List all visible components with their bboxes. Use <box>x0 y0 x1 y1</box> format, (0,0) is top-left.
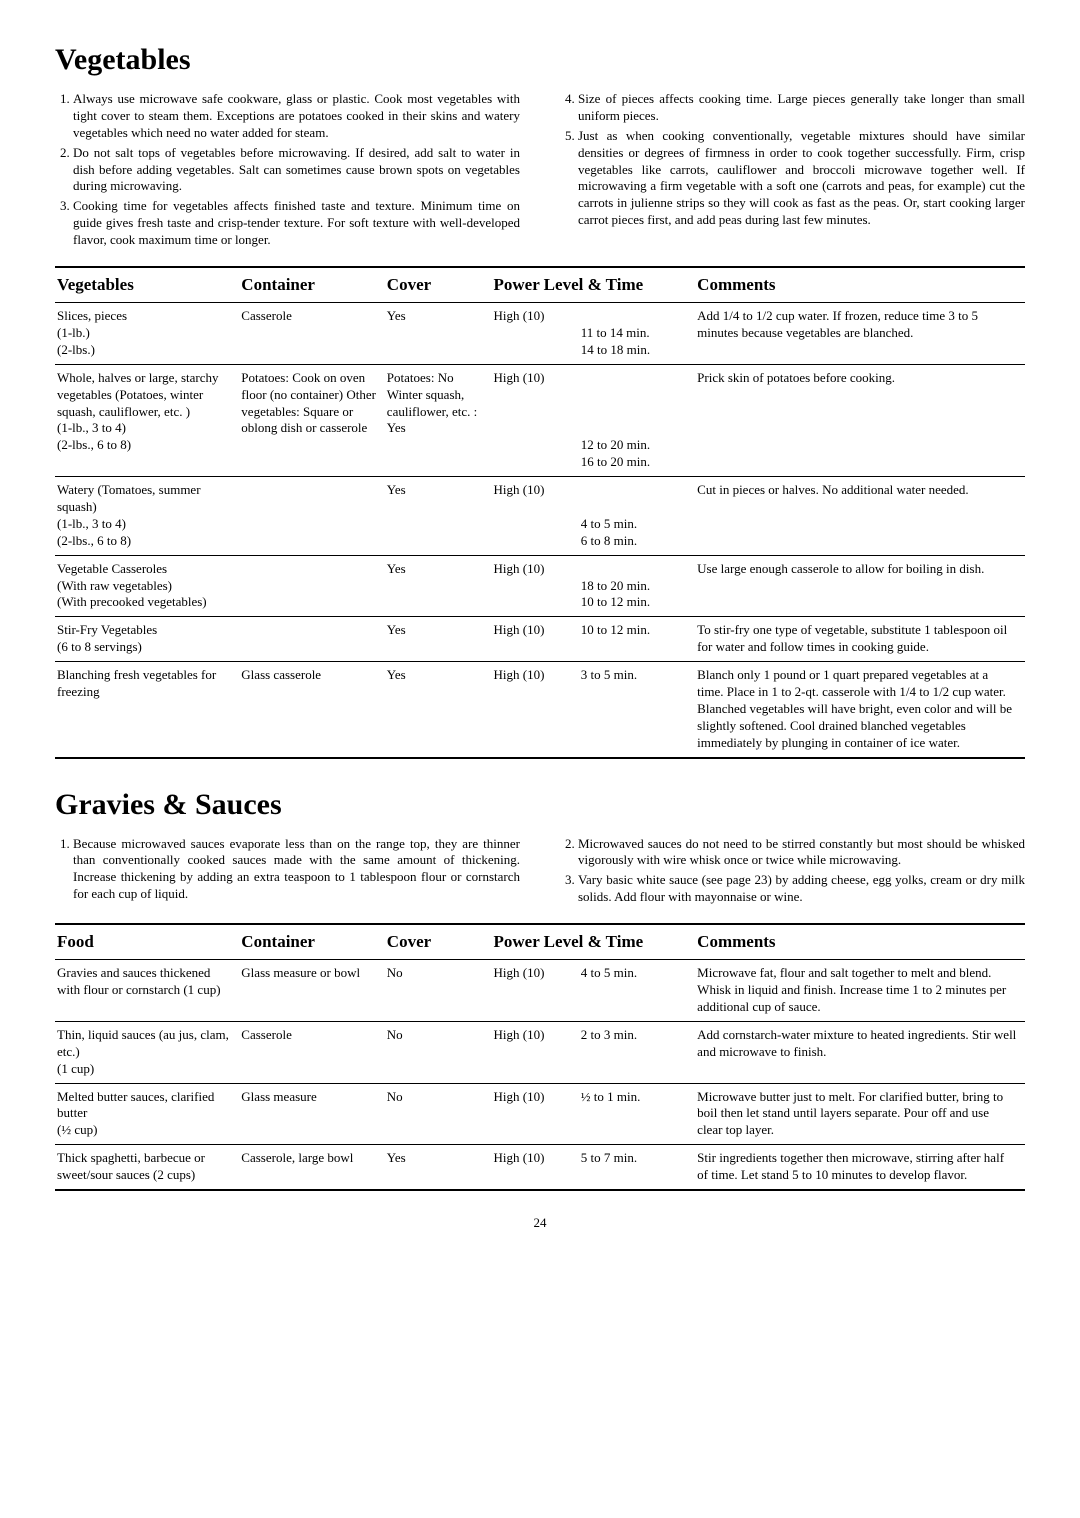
cell: 2 to 3 min. <box>579 1021 695 1083</box>
cell: Blanch only 1 pound or 1 quart prepared … <box>695 662 1025 758</box>
cell: No <box>385 1021 492 1083</box>
cell: Add cornstarch-water mixture to heated i… <box>695 1021 1025 1083</box>
page-number: 24 <box>55 1215 1025 1232</box>
sauce-tip: Vary basic white sauce (see page 23) by … <box>578 872 1025 906</box>
table-row: Slices, pieces (1-lb.) (2-lbs.)Casserole… <box>55 303 1025 365</box>
cell: Yes <box>385 1145 492 1190</box>
th: Comments <box>695 267 1025 303</box>
table-row: Blanching fresh vegetables for freezingG… <box>55 662 1025 758</box>
cell: 11 to 14 min. 14 to 18 min. <box>579 303 695 365</box>
cell: Glass measure or bowl <box>239 960 385 1022</box>
cell: Glass measure <box>239 1083 385 1145</box>
veg-tip: Do not salt tops of vegetables before mi… <box>73 145 520 196</box>
cell: Thin, liquid sauces (au jus, clam, etc.)… <box>55 1021 239 1083</box>
cell: High (10) <box>491 662 578 758</box>
cell: Yes <box>385 662 492 758</box>
th: Power Level & Time <box>491 267 695 303</box>
veg-tip: Size of pieces affects cooking time. Lar… <box>578 91 1025 125</box>
table-row: Thick spaghetti, barbecue or sweet/sour … <box>55 1145 1025 1190</box>
cell: Prick skin of potatoes before cooking. <box>695 364 1025 476</box>
cell: Microwave fat, flour and salt together t… <box>695 960 1025 1022</box>
cell: Potatoes: No Winter squash, cauliflower,… <box>385 364 492 476</box>
sauces-tips-left: Because microwaved sauces evaporate less… <box>55 836 520 904</box>
th: Cover <box>385 924 492 960</box>
table-row: Vegetable Casseroles (With raw vegetable… <box>55 555 1025 617</box>
veg-tip: Just as when cooking conventionally, veg… <box>578 128 1025 229</box>
th: Vegetables <box>55 267 239 303</box>
table-row: Melted butter sauces, clarified butter (… <box>55 1083 1025 1145</box>
cell: No <box>385 960 492 1022</box>
cell: High (10) <box>491 617 578 662</box>
sauce-tip: Because microwaved sauces evaporate less… <box>73 836 520 904</box>
veg-tip: Always use microwave safe cookware, glas… <box>73 91 520 142</box>
cell: Casserole <box>239 1021 385 1083</box>
cell: Thick spaghetti, barbecue or sweet/sour … <box>55 1145 239 1190</box>
cell: High (10) <box>491 960 578 1022</box>
cell: Glass casserole <box>239 662 385 758</box>
cell: High (10) <box>491 555 578 617</box>
sauces-tips: Because microwaved sauces evaporate less… <box>55 836 1025 910</box>
sauce-tip: Microwaved sauces do not need to be stir… <box>578 836 1025 870</box>
cell: Whole, halves or large, starchy vegetabl… <box>55 364 239 476</box>
veg-tip: Cooking time for vegetables affects fini… <box>73 198 520 249</box>
cell: Use large enough casserole to allow for … <box>695 555 1025 617</box>
th: Cover <box>385 267 492 303</box>
cell: Stir-Fry Vegetables (6 to 8 servings) <box>55 617 239 662</box>
cell: Blanching fresh vegetables for freezing <box>55 662 239 758</box>
cell: Add 1/4 to 1/2 cup water. If frozen, red… <box>695 303 1025 365</box>
cell: Vegetable Casseroles (With raw vegetable… <box>55 555 239 617</box>
cell: Microwave butter just to melt. For clari… <box>695 1083 1025 1145</box>
cell: High (10) <box>491 1145 578 1190</box>
cell <box>239 555 385 617</box>
cell: Yes <box>385 303 492 365</box>
cell: Cut in pieces or halves. No additional w… <box>695 477 1025 556</box>
table-row: Stir-Fry Vegetables (6 to 8 servings) Yes… <box>55 617 1025 662</box>
cell: 4 to 5 min. 6 to 8 min. <box>579 477 695 556</box>
cell: High (10) <box>491 477 578 556</box>
sauces-heading: Gravies & Sauces <box>55 785 1025 824</box>
th: Container <box>239 924 385 960</box>
cell: High (10) <box>491 1021 578 1083</box>
cell: ½ to 1 min. <box>579 1083 695 1145</box>
cell: Yes <box>385 617 492 662</box>
table-row: Whole, halves or large, starchy vegetabl… <box>55 364 1025 476</box>
cell: Casserole, large bowl <box>239 1145 385 1190</box>
cell: 4 to 5 min. <box>579 960 695 1022</box>
th: Comments <box>695 924 1025 960</box>
cell: High (10) <box>491 1083 578 1145</box>
th: Container <box>239 267 385 303</box>
vegetables-tips: Always use microwave safe cookware, glas… <box>55 91 1025 252</box>
table-row: Gravies and sauces thickened with flour … <box>55 960 1025 1022</box>
cell: Melted butter sauces, clarified butter (… <box>55 1083 239 1145</box>
cell: No <box>385 1083 492 1145</box>
th: Food <box>55 924 239 960</box>
cell: High (10) <box>491 303 578 365</box>
cell: Slices, pieces (1-lb.) (2-lbs.) <box>55 303 239 365</box>
sauces-tips-right: Microwaved sauces do not need to be stir… <box>560 836 1025 907</box>
vegetables-table: Vegetables Container Cover Power Level &… <box>55 266 1025 759</box>
cell: Watery (Tomatoes, summer squash) (1-lb.,… <box>55 477 239 556</box>
table-row: Watery (Tomatoes, summer squash) (1-lb.,… <box>55 477 1025 556</box>
cell: Casserole <box>239 303 385 365</box>
cell <box>239 617 385 662</box>
cell: Stir ingredients together then microwave… <box>695 1145 1025 1190</box>
cell: Yes <box>385 477 492 556</box>
veg-tips-left: Always use microwave safe cookware, glas… <box>55 91 520 249</box>
cell: Potatoes: Cook on oven floor (no contain… <box>239 364 385 476</box>
cell: 12 to 20 min. 16 to 20 min. <box>579 364 695 476</box>
cell <box>239 477 385 556</box>
cell: Gravies and sauces thickened with flour … <box>55 960 239 1022</box>
th: Power Level & Time <box>491 924 695 960</box>
cell: 18 to 20 min. 10 to 12 min. <box>579 555 695 617</box>
cell: 10 to 12 min. <box>579 617 695 662</box>
veg-tips-right: Size of pieces affects cooking time. Lar… <box>560 91 1025 229</box>
cell: 5 to 7 min. <box>579 1145 695 1190</box>
vegetables-heading: Vegetables <box>55 40 1025 79</box>
table-row: Thin, liquid sauces (au jus, clam, etc.)… <box>55 1021 1025 1083</box>
cell: 3 to 5 min. <box>579 662 695 758</box>
sauces-table: Food Container Cover Power Level & Time … <box>55 923 1025 1191</box>
cell: Yes <box>385 555 492 617</box>
cell: To stir-fry one type of vegetable, subst… <box>695 617 1025 662</box>
cell: High (10) <box>491 364 578 476</box>
